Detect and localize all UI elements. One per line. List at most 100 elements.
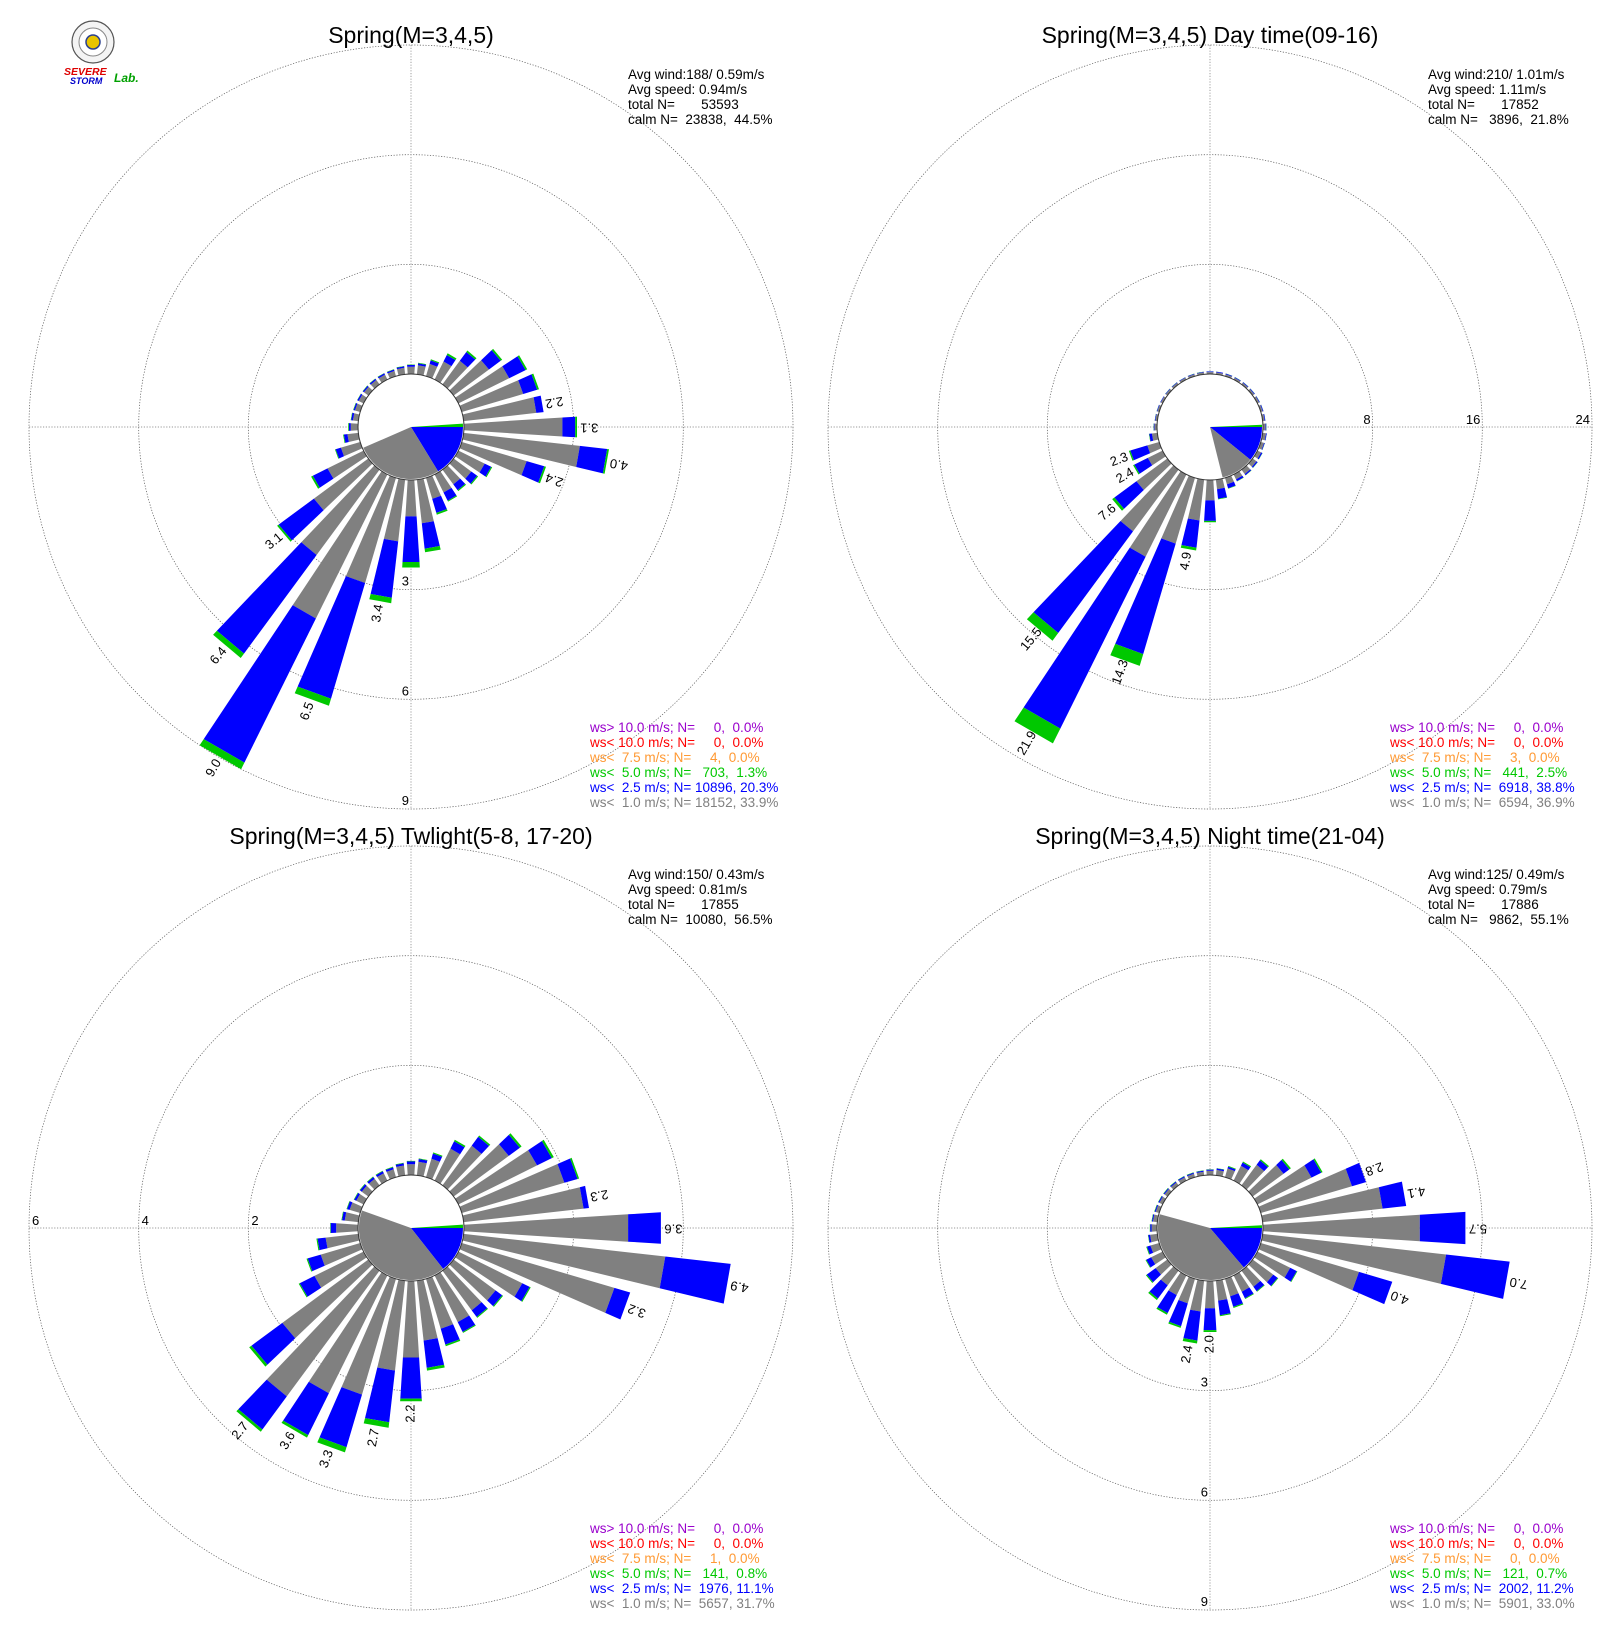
bar-seg-lt1 (397, 367, 406, 376)
bar-seg-lt1 (426, 1276, 454, 1329)
bar-seg-lt1 (434, 361, 452, 383)
bar-seg-lt5 (350, 412, 353, 421)
bar-seg-lt25 (335, 447, 344, 459)
bar-seg-lt1 (1170, 1182, 1179, 1190)
bar-seg-lt5 (1165, 388, 1170, 394)
bar-seg-lt25 (1234, 377, 1241, 382)
bar-seg-lt5 (485, 466, 493, 478)
bar-seg-lt1 (1225, 374, 1232, 379)
bar-seg-lt5 (1218, 497, 1228, 500)
bar-seg-lt5 (447, 495, 458, 502)
bar-seg-lt1 (449, 1144, 509, 1197)
bar-seg-lt25 (533, 395, 544, 413)
bar-seg-lt25 (1206, 1169, 1214, 1171)
bar-seg-lt5 (602, 449, 609, 474)
chart-title: Spring(M=3,4,5) Night time(21-04) (1035, 823, 1385, 849)
bar-seg-lt25 (562, 416, 576, 438)
bar-seg-lt25 (1304, 1159, 1322, 1178)
bar-seg-lt5 (1112, 497, 1124, 511)
bar-seg-lt1 (1155, 1259, 1172, 1275)
bar-seg-lt1 (1241, 382, 1248, 389)
bar-seg-lt5 (396, 366, 405, 368)
bar-seg-lt25 (1178, 1176, 1185, 1181)
bar-seg-lt25 (1153, 423, 1155, 431)
bar-seg-lt25 (1151, 1214, 1155, 1222)
bar-seg-lt5 (353, 402, 357, 411)
bar-seg-lt5 (294, 686, 331, 706)
bar-seg-lt5 (1148, 433, 1151, 442)
legend-entry: ws< 2.5 m/s; N= 2002, 11.2% (1389, 1581, 1574, 1596)
bar-seg-lt5 (426, 1364, 445, 1371)
bar-seg-lt25 (1352, 1271, 1393, 1305)
bar-seg-lt25 (528, 1141, 552, 1166)
bar-seg-lt5 (446, 353, 457, 360)
bar-seg-lt5 (249, 1345, 268, 1367)
bar-seg-lt25 (400, 1357, 422, 1399)
bar-seg-lt1 (1150, 1233, 1159, 1243)
bar-seg-lt25 (1171, 382, 1178, 388)
bar-seg-lt25 (628, 1212, 661, 1244)
calm-sector-lt5 (1210, 424, 1263, 427)
bar-seg-lt25 (1242, 382, 1249, 388)
lab-logo: SEVERE STORM Lab. (64, 20, 139, 86)
calm-sector-lt1 (1157, 1214, 1244, 1281)
bar-value-label: 2.4 (1178, 1344, 1196, 1364)
bar-seg-lt1 (1241, 465, 1251, 475)
calm-border (1156, 1174, 1264, 1282)
bar-seg-lt25 (367, 1177, 375, 1184)
bar-seg-lt5 (1290, 1271, 1298, 1282)
bar-seg-lt25 (377, 373, 385, 379)
bar-seg-lt1 (416, 1161, 427, 1177)
bar-seg-lt5 (1148, 1291, 1158, 1301)
legend-entry: ws< 1.0 m/s; N= 5901, 33.0% (1389, 1596, 1575, 1611)
bar-seg-lt25 (406, 1161, 416, 1165)
bar-seg-lt5 (436, 509, 448, 515)
bar-seg-lt1 (358, 394, 367, 404)
bar-seg-lt25 (1170, 1181, 1177, 1187)
bar-seg-lt1 (282, 1259, 373, 1339)
stats-line: calm N= 23838, 44.5% (628, 112, 772, 127)
bar-seg-lt5 (346, 1201, 350, 1210)
bar-seg-lt1 (426, 1158, 440, 1180)
bar-seg-lt25 (1261, 442, 1265, 450)
ring-label: 16 (1466, 412, 1480, 427)
logo-text-storm: STORM (70, 76, 103, 86)
bar-seg-lt1 (1258, 1243, 1359, 1291)
bar-seg-lt5 (454, 1139, 466, 1148)
bar-seg-lt5 (1163, 1187, 1169, 1194)
bar-seg-lt25 (1157, 1290, 1177, 1314)
bar-value-label: 3.4 (368, 603, 386, 623)
bar-seg-lt1 (377, 1173, 388, 1184)
bar-seg-lt25 (440, 1324, 460, 1345)
bar-seg-lt5 (462, 1324, 476, 1333)
bar-seg-lt1 (308, 1272, 388, 1394)
bar-seg-lt5 (538, 466, 546, 484)
bar-seg-lt1 (1160, 1266, 1179, 1286)
bar-seg-lt1 (1151, 1224, 1158, 1232)
bar-seg-lt25 (1196, 371, 1204, 374)
bar-seg-lt25 (354, 1192, 360, 1201)
bar-seg-lt25 (457, 1315, 476, 1332)
bar-seg-lt1 (455, 1150, 538, 1205)
bar-seg-lt1 (340, 442, 363, 457)
bar-seg-lt1 (442, 465, 461, 485)
bar-seg-lt5 (386, 369, 395, 373)
wind-rose-panel: 2 4 6 2.3 3.6 4.9 3.2 2.2 2.7 3.3 3.6 2.7 Spring(M=3… (28, 823, 794, 1611)
bar-seg-lt25 (402, 516, 420, 562)
logo-text-severe: SEVERE (64, 66, 108, 78)
bar-seg-lt5 (359, 1183, 366, 1191)
bar-seg-lt5 (277, 524, 292, 542)
bar-seg-lt25 (1264, 433, 1267, 441)
bar-seg-lt1 (1215, 478, 1225, 490)
bar-seg-lt1 (405, 479, 417, 517)
bar-seg-lt5 (334, 449, 339, 459)
bar-value-label: 2.7 (228, 1419, 251, 1442)
bar-seg-lt5 (1256, 1284, 1265, 1292)
bar-seg-lt1 (1151, 1251, 1166, 1265)
bar-seg-lt5 (363, 1418, 390, 1428)
bar-seg-lt25 (1216, 1168, 1225, 1172)
bar-seg-lt5 (1186, 1172, 1194, 1176)
bar-seg-lt5 (1145, 1274, 1154, 1283)
bar-seg-lt1 (1248, 1165, 1284, 1197)
bar-seg-lt25 (1148, 1234, 1152, 1243)
